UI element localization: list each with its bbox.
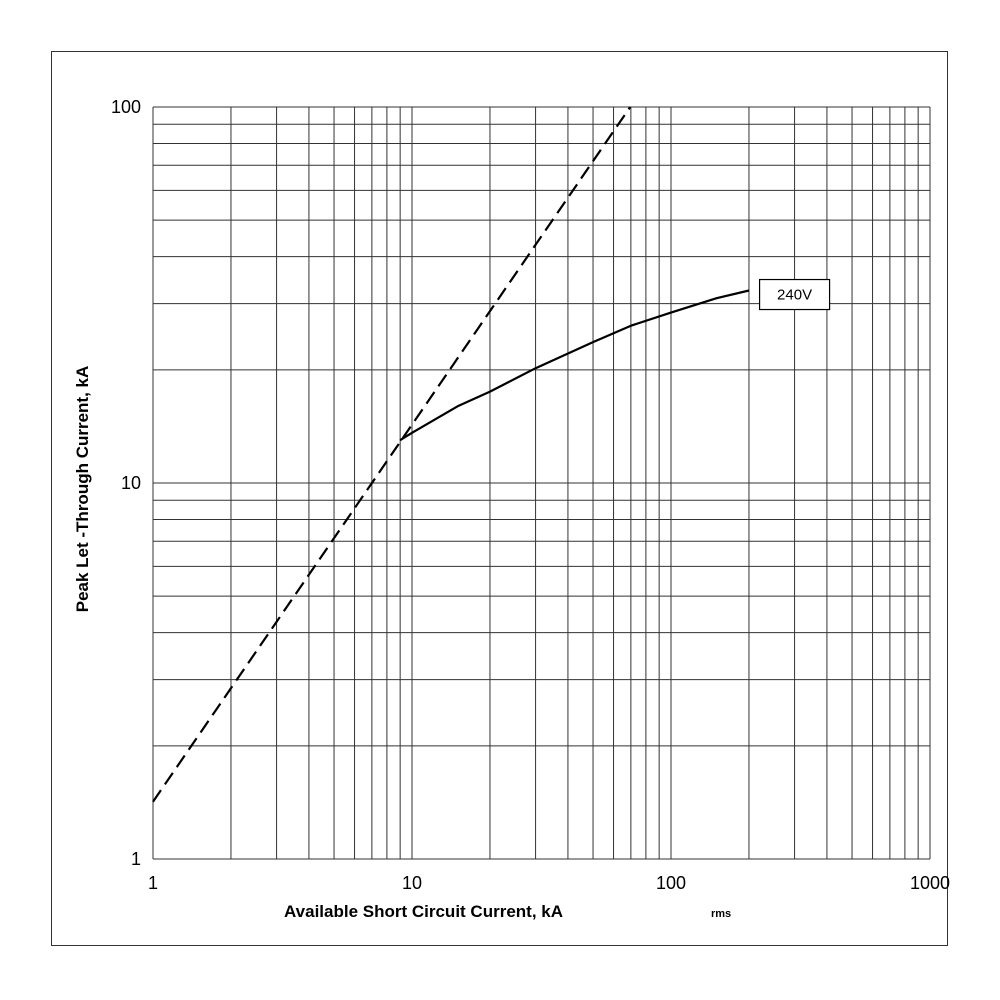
series-line-240v (399, 289, 750, 442)
y-tick-label: 1 (131, 849, 141, 869)
annotations: 240V (758, 278, 831, 311)
plot-area (152, 106, 750, 803)
chart-frame (51, 51, 948, 946)
tick-labels: 1 10 100 1000 1 10 100 (111, 97, 950, 893)
x-tick-label: 10 (402, 873, 422, 893)
series-label-240v: 240V (777, 287, 812, 304)
dashed-reference-line (152, 106, 632, 803)
x-tick-label: 1 (148, 873, 158, 893)
y-tick-label: 10 (121, 473, 141, 493)
x-tick-label: 1000 (910, 873, 950, 893)
x-axis-title: Available Short Circuit Current, kA (284, 902, 563, 921)
y-axis-title: Peak Let -Through Current, kA (73, 366, 92, 613)
grid (152, 106, 931, 860)
x-axis-subscript: rms (711, 908, 731, 920)
x-tick-label: 100 (656, 873, 686, 893)
y-tick-label: 100 (111, 97, 141, 117)
series-label-box (758, 278, 831, 311)
